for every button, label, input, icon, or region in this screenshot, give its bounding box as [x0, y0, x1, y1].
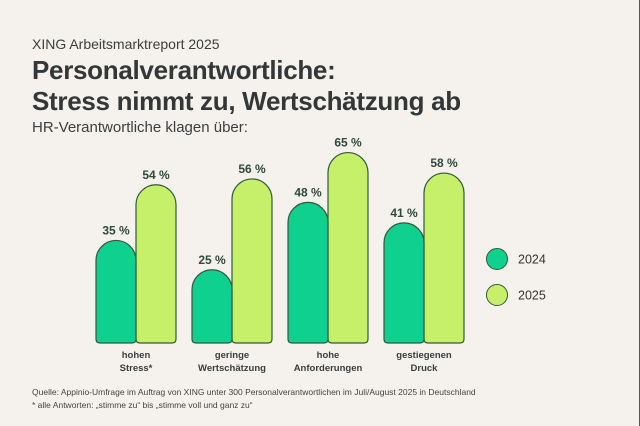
category-label-0-1: Stress*: [120, 363, 153, 374]
title-line-2: Stress nimmt zu, Wertschätzung ab: [32, 86, 461, 116]
bar-2025-2: [327, 152, 369, 344]
category-label-3-1: Druck: [411, 363, 439, 374]
category-label-0-0: hohen: [122, 350, 151, 361]
bar-2025-1: [231, 178, 273, 344]
bar-2024-1: [191, 269, 233, 344]
data-label-2025-3: 58 %: [430, 156, 458, 170]
chart-title: Personalverantwortliche: Stress nimmt zu…: [32, 55, 461, 117]
data-label-2025-2: 65 %: [334, 136, 362, 150]
data-label-2024-3: 41 %: [390, 206, 418, 220]
legend-swatch-2024: [486, 248, 508, 270]
title-line-1: Personalverantwortliche:: [32, 55, 336, 85]
bar-2024-2: [287, 201, 329, 344]
bar-2025-3: [423, 172, 465, 344]
category-label-1-0: geringe: [215, 350, 249, 361]
data-label-2024-2: 48 %: [294, 185, 322, 199]
category-label-3-0: gestiegenen: [396, 350, 452, 361]
data-label-2024-0: 35 %: [102, 223, 130, 237]
category-label-1-1: Wertschätzung: [198, 363, 266, 374]
legend-label-2024: 2024: [518, 253, 546, 267]
data-label-2024-1: 25 %: [198, 253, 226, 267]
category-label-2-1: Anforderungen: [294, 363, 363, 374]
bar-2025-0: [135, 184, 177, 344]
category-label-2-0: hohe: [317, 350, 340, 361]
chart-subtitle: HR-Verantwortliche klagen über:: [32, 119, 248, 136]
footnotes: Quelle: Appinio-Umfrage im Auftrag von X…: [32, 386, 476, 412]
kicker: XING Arbeitsmarktreport 2025: [32, 36, 220, 52]
legend-swatch-2025: [486, 284, 508, 306]
bar-2024-3: [383, 222, 425, 344]
answer-note: * alle Antworten: „stimme zu“ bis „stimm…: [32, 400, 253, 410]
data-label-2025-0: 54 %: [142, 168, 170, 182]
bar-2024-0: [95, 239, 137, 344]
source-note: Quelle: Appinio-Umfrage im Auftrag von X…: [32, 387, 476, 397]
data-label-2025-1: 56 %: [238, 162, 266, 176]
legend-label-2025: 2025: [518, 289, 546, 303]
